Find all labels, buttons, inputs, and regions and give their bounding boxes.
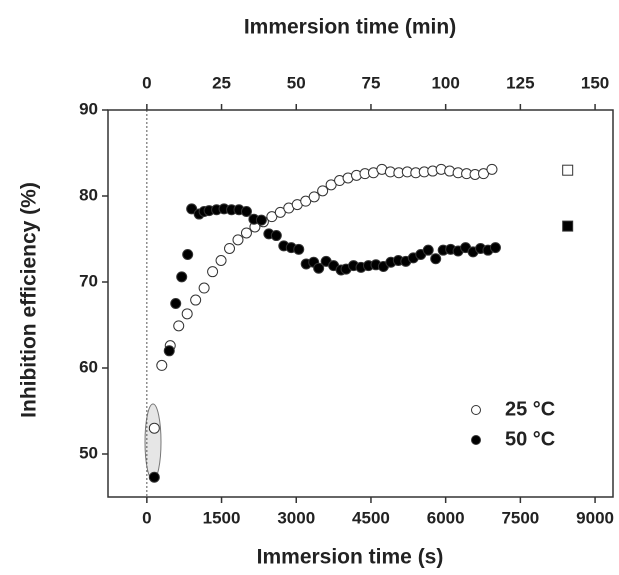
point <box>489 242 501 254</box>
point <box>313 262 325 274</box>
square-point <box>562 220 574 232</box>
legend-marker <box>471 435 481 445</box>
point <box>207 266 219 278</box>
x2-tick-label: 125 <box>506 73 534 92</box>
point <box>148 471 160 483</box>
point <box>255 214 267 226</box>
point <box>170 298 182 309</box>
legend-label: 25 °C <box>505 398 555 420</box>
point <box>163 345 175 357</box>
square-point <box>562 164 574 176</box>
point <box>317 185 329 197</box>
y-tick-label: 70 <box>79 271 98 290</box>
y-tick-label: 90 <box>79 99 98 118</box>
point <box>274 206 286 218</box>
x2-tick-label: 150 <box>581 73 609 92</box>
x-tick-label: 4500 <box>352 508 390 527</box>
x-axis-label: Immersion time (s) <box>257 546 444 569</box>
point <box>148 422 160 434</box>
point <box>173 320 185 332</box>
y-tick-label: 80 <box>79 185 98 204</box>
point <box>325 179 337 191</box>
y-axis-label: Inhibition efficiency (%) <box>18 182 41 418</box>
point <box>430 253 442 265</box>
point <box>240 205 252 217</box>
point <box>266 211 278 223</box>
point <box>186 203 198 215</box>
point <box>300 195 312 207</box>
x2-tick-label: 25 <box>212 73 231 92</box>
point <box>478 168 490 180</box>
point <box>156 359 168 371</box>
x2-axis-label: Immersion time (min) <box>244 16 456 39</box>
x-tick-label: 3000 <box>277 508 315 527</box>
point <box>293 243 305 255</box>
x-tick-label: 6000 <box>427 508 465 527</box>
point <box>176 271 188 283</box>
point <box>190 294 202 306</box>
x-tick-label: 9000 <box>576 508 614 527</box>
point <box>486 163 498 175</box>
x2-tick-label: 50 <box>287 73 306 92</box>
point <box>181 308 193 320</box>
highlight-ellipse <box>144 403 162 481</box>
x2-tick-label: 100 <box>431 73 459 92</box>
point <box>422 244 434 256</box>
point <box>270 230 282 242</box>
point <box>232 234 244 246</box>
point <box>224 242 236 254</box>
legend-marker <box>471 405 481 415</box>
plot-frame <box>107 109 614 498</box>
point <box>240 227 252 239</box>
x2-tick-label: 75 <box>361 73 380 92</box>
point <box>198 282 210 294</box>
y-tick-label: 50 <box>79 443 98 462</box>
x-tick-label: 7500 <box>501 508 539 527</box>
x2-tick-label: 0 <box>142 73 151 92</box>
x-tick-label: 1500 <box>203 508 241 527</box>
point <box>215 255 227 266</box>
y-tick-label: 60 <box>79 357 98 376</box>
legend-label: 50 °C <box>505 428 555 450</box>
point <box>308 191 320 203</box>
point <box>182 248 194 260</box>
x-tick-label: 0 <box>142 508 151 527</box>
